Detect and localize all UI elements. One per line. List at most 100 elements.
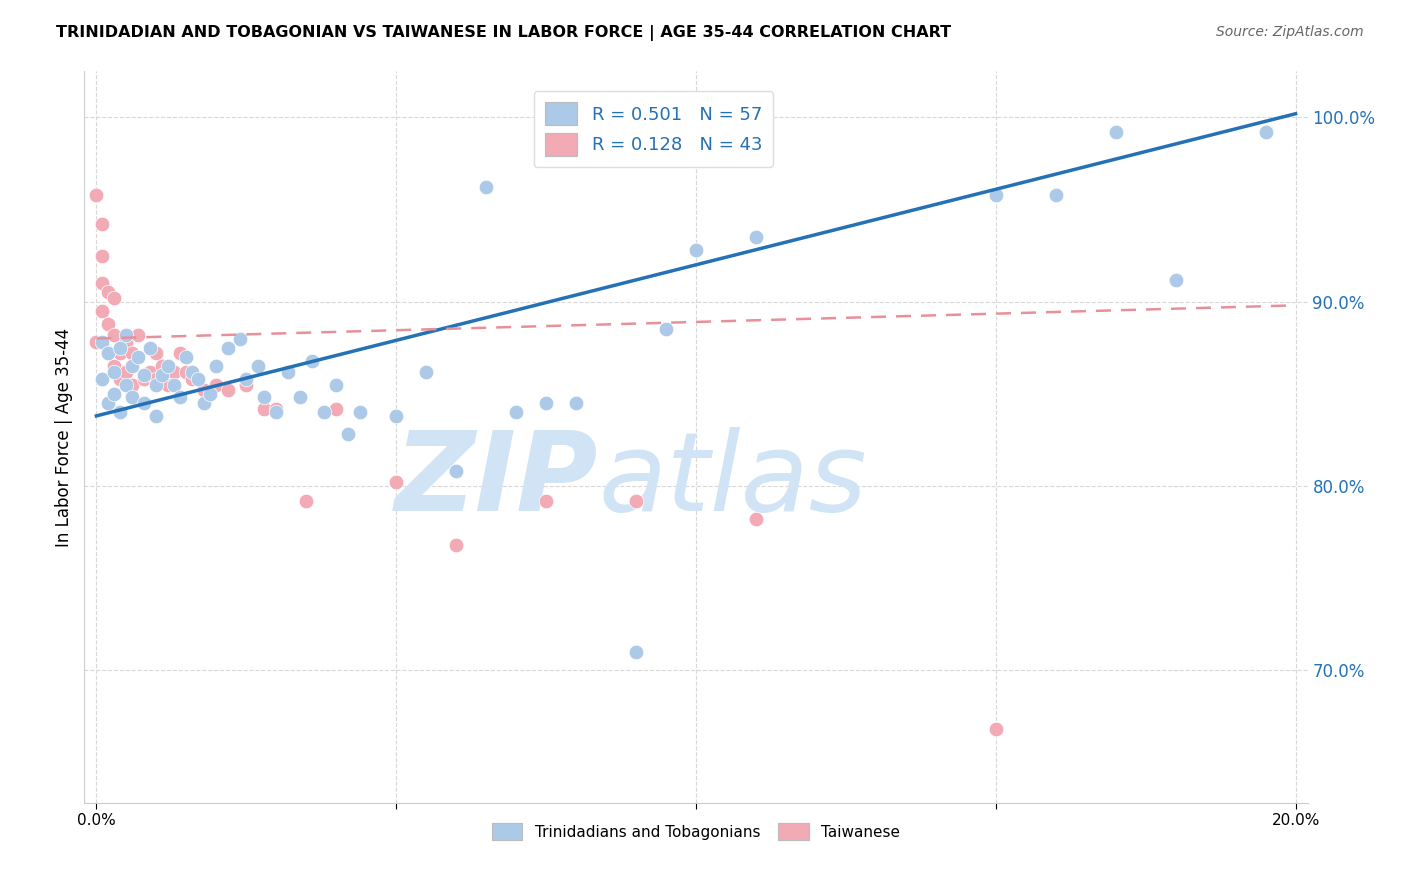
Y-axis label: In Labor Force | Age 35-44: In Labor Force | Age 35-44 — [55, 327, 73, 547]
Point — [103, 327, 125, 342]
Point — [655, 322, 678, 336]
Point — [139, 341, 162, 355]
Point — [217, 383, 239, 397]
Point — [103, 359, 125, 373]
Point — [217, 341, 239, 355]
Point — [103, 291, 125, 305]
Point — [444, 464, 467, 478]
Point — [385, 409, 408, 423]
Point — [115, 377, 138, 392]
Point — [127, 327, 149, 342]
Point — [121, 391, 143, 405]
Point — [745, 230, 768, 244]
Point — [1164, 272, 1187, 286]
Point — [205, 377, 228, 392]
Point — [200, 386, 222, 401]
Point — [115, 365, 138, 379]
Point — [110, 405, 132, 419]
Point — [685, 243, 707, 257]
Point — [121, 359, 143, 373]
Point — [97, 346, 120, 360]
Point — [163, 365, 186, 379]
Text: TRINIDADIAN AND TOBAGONIAN VS TAIWANESE IN LABOR FORCE | AGE 35-44 CORRELATION C: TRINIDADIAN AND TOBAGONIAN VS TAIWANESE … — [56, 25, 952, 41]
Point — [157, 377, 180, 392]
Point — [264, 405, 287, 419]
Point — [984, 722, 1007, 736]
Point — [127, 350, 149, 364]
Point — [325, 377, 347, 392]
Point — [86, 335, 108, 350]
Point — [385, 475, 408, 490]
Point — [145, 409, 167, 423]
Point — [301, 353, 323, 368]
Point — [150, 368, 173, 383]
Point — [1254, 125, 1277, 139]
Point — [984, 187, 1007, 202]
Point — [534, 493, 557, 508]
Point — [290, 391, 312, 405]
Point — [97, 346, 120, 360]
Point — [110, 372, 132, 386]
Point — [624, 645, 647, 659]
Text: Source: ZipAtlas.com: Source: ZipAtlas.com — [1216, 25, 1364, 39]
Point — [139, 365, 162, 379]
Point — [193, 396, 215, 410]
Point — [97, 396, 120, 410]
Point — [349, 405, 371, 419]
Point — [110, 346, 132, 360]
Point — [624, 493, 647, 508]
Point — [103, 365, 125, 379]
Point — [134, 368, 156, 383]
Legend: Trinidadians and Tobagonians, Taiwanese: Trinidadians and Tobagonians, Taiwanese — [485, 816, 907, 847]
Point — [121, 346, 143, 360]
Point — [247, 359, 270, 373]
Point — [145, 372, 167, 386]
Point — [475, 180, 498, 194]
Point — [91, 249, 114, 263]
Point — [264, 401, 287, 416]
Point — [121, 377, 143, 392]
Point — [110, 341, 132, 355]
Point — [235, 372, 257, 386]
Point — [91, 304, 114, 318]
Point — [115, 327, 138, 342]
Point — [86, 187, 108, 202]
Point — [169, 391, 191, 405]
Point — [193, 383, 215, 397]
Point — [97, 317, 120, 331]
Point — [565, 396, 588, 410]
Point — [205, 359, 228, 373]
Point — [235, 377, 257, 392]
Point — [134, 396, 156, 410]
Text: ZIP: ZIP — [395, 427, 598, 534]
Point — [174, 365, 197, 379]
Text: atlas: atlas — [598, 427, 866, 534]
Point — [187, 372, 209, 386]
Point — [157, 359, 180, 373]
Point — [103, 386, 125, 401]
Point — [337, 427, 360, 442]
Point — [444, 538, 467, 552]
Point — [91, 217, 114, 231]
Point — [325, 401, 347, 416]
Point — [277, 365, 299, 379]
Point — [505, 405, 527, 419]
Point — [415, 365, 437, 379]
Point — [145, 377, 167, 392]
Point — [181, 365, 204, 379]
Point — [134, 372, 156, 386]
Point — [253, 401, 276, 416]
Point — [181, 372, 204, 386]
Point — [534, 396, 557, 410]
Point — [295, 493, 318, 508]
Point — [97, 285, 120, 300]
Point — [115, 335, 138, 350]
Point — [174, 350, 197, 364]
Point — [169, 346, 191, 360]
Point — [91, 372, 114, 386]
Point — [150, 359, 173, 373]
Point — [1045, 187, 1067, 202]
Point — [253, 391, 276, 405]
Point — [314, 405, 336, 419]
Point — [91, 277, 114, 291]
